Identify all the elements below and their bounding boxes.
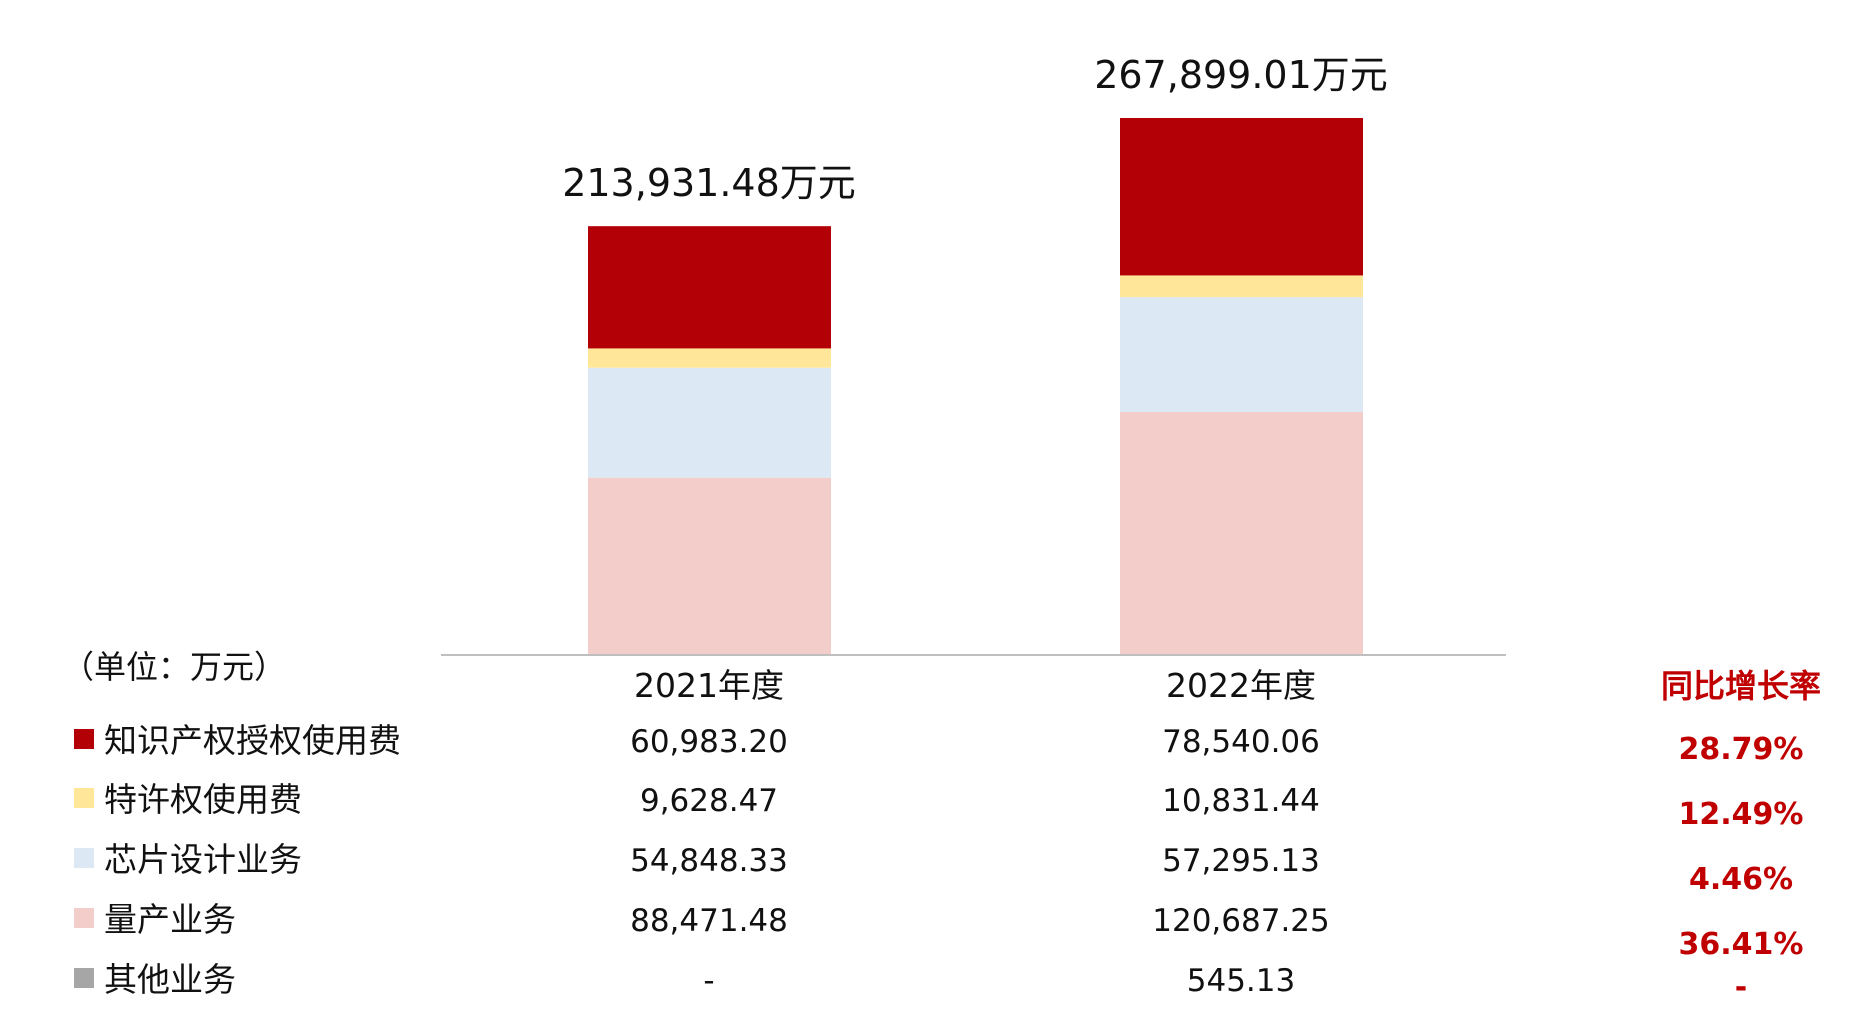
value-label: 9,628.47 xyxy=(640,783,778,819)
value-label: 545.13 xyxy=(1187,963,1295,999)
labels-layer: 213,931.48万元 267,899.01万元 xyxy=(562,53,1388,205)
legend-swatch xyxy=(74,968,94,988)
unit-label: （单位：万元） xyxy=(62,648,286,686)
growth-value: 4.46% xyxy=(1689,862,1793,897)
bars-layer xyxy=(588,118,1363,655)
bar-segment xyxy=(588,477,831,655)
series-name: 知识产权授权使用费 xyxy=(104,721,401,760)
series-name: 特许权使用费 xyxy=(104,780,302,819)
bar-total-label: 267,899.01万元 xyxy=(1094,53,1388,97)
bar-segment xyxy=(1120,118,1363,276)
value-label: 78,540.06 xyxy=(1162,724,1320,760)
bar-total-label: 213,931.48万元 xyxy=(562,161,856,205)
legend-swatch xyxy=(74,788,94,808)
bar-segment xyxy=(588,367,831,478)
growth-header: 同比增长率 xyxy=(1661,667,1821,705)
category-tick-label: 2021年度 xyxy=(634,666,784,705)
bar-segment xyxy=(588,226,831,349)
value-label: 57,295.13 xyxy=(1162,843,1320,879)
value-label: 60,983.20 xyxy=(630,724,788,760)
series-name: 芯片设计业务 xyxy=(104,840,302,879)
bar-segment xyxy=(1120,297,1363,412)
value-label: 88,471.48 xyxy=(630,903,788,939)
legend-swatch xyxy=(74,908,94,928)
value-label: 54,848.33 xyxy=(630,843,788,879)
series-name: 其他业务 xyxy=(104,960,236,999)
legend-swatch xyxy=(74,729,94,749)
value-label: - xyxy=(703,963,714,999)
legend-swatch xyxy=(74,848,94,868)
bar-segment xyxy=(1120,411,1363,654)
category-tick-label: 2022年度 xyxy=(1166,666,1316,705)
growth-value: 28.79% xyxy=(1679,732,1804,767)
growth-value: - xyxy=(1735,970,1747,1005)
growth-value: 12.49% xyxy=(1679,797,1804,832)
value-label: 120,687.25 xyxy=(1152,903,1330,939)
series-name: 量产业务 xyxy=(104,900,236,939)
bar-segment xyxy=(1120,275,1363,298)
bar-segment xyxy=(588,348,831,368)
value-label: 10,831.44 xyxy=(1162,783,1320,819)
growth-value: 36.41% xyxy=(1679,927,1804,962)
